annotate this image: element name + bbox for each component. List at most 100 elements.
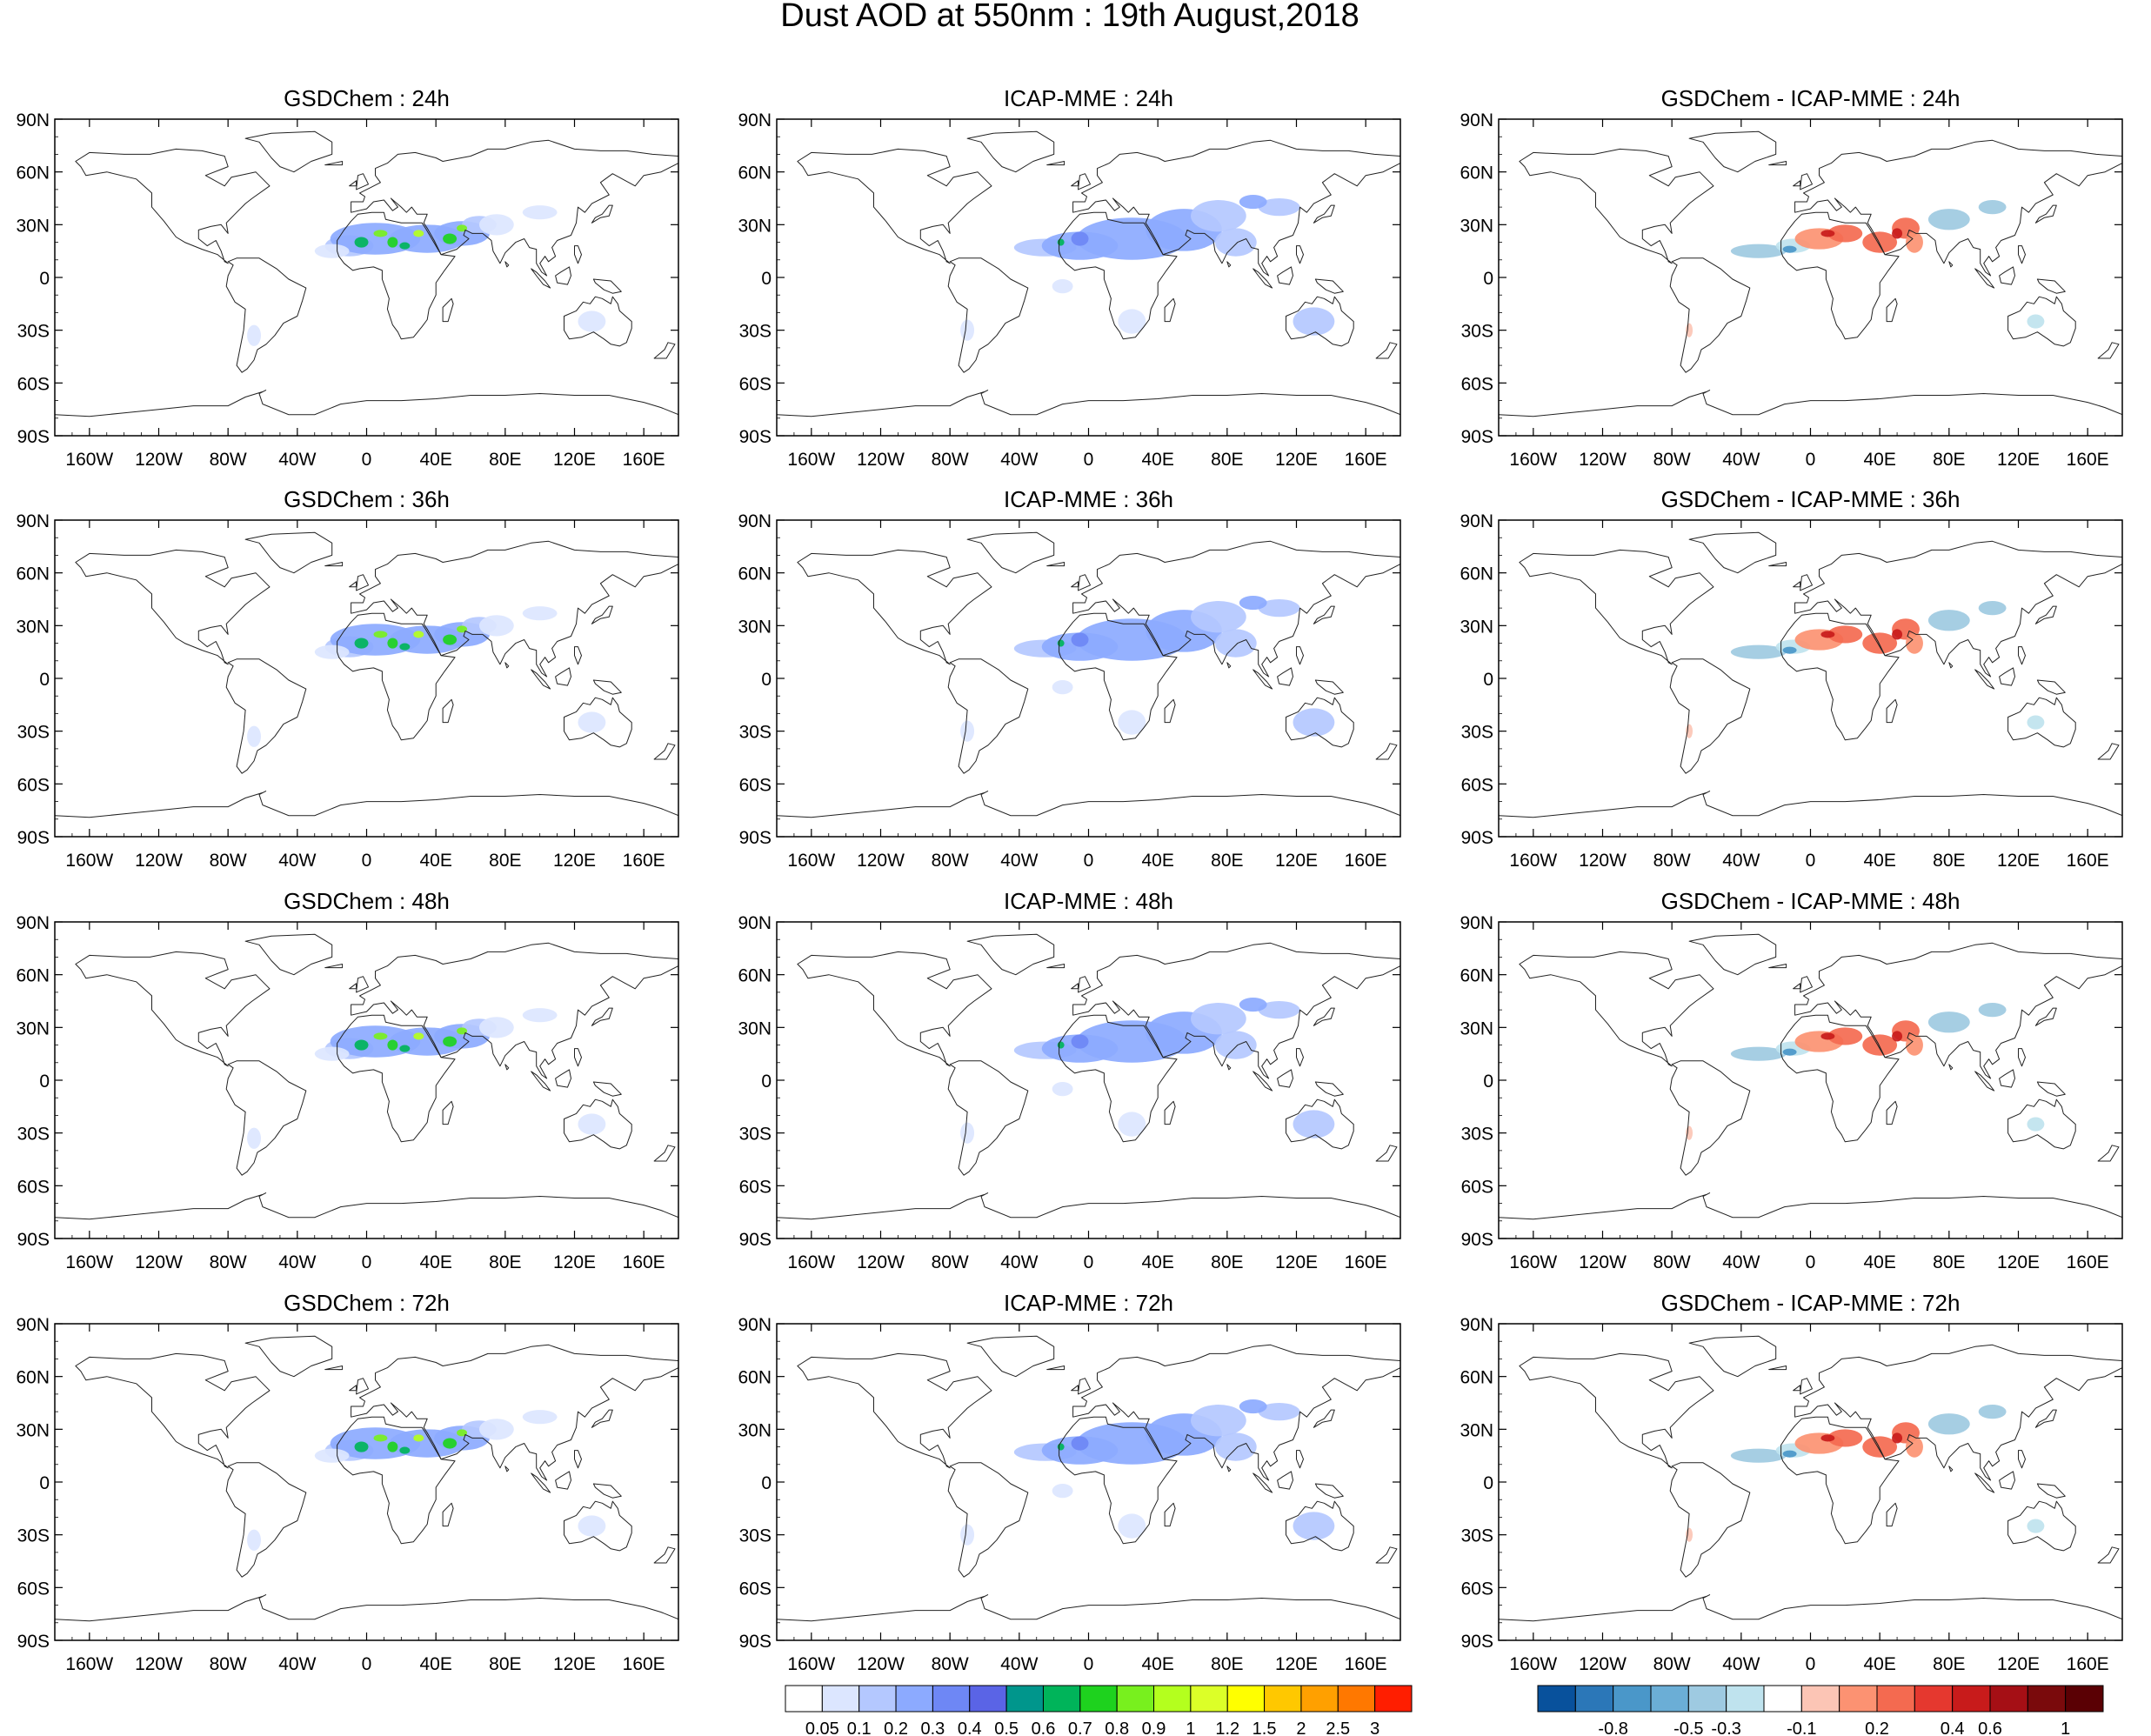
colorbar-swatch [1300, 1685, 1339, 1713]
lon-tick-label: 120W [1579, 851, 1627, 871]
lat-tick-label: 0 [1483, 1473, 1493, 1493]
dust-field-patch [1782, 1048, 1797, 1056]
coastline [1974, 1071, 1995, 1092]
coastline [1277, 1069, 1293, 1088]
coastline [2097, 342, 2120, 359]
colorbar-swatch [1079, 1685, 1118, 1713]
colorbar-label: 1 [1186, 1719, 1195, 1736]
lat-tick-label: 90N [738, 913, 772, 933]
lat-tick-label: 90S [1461, 427, 1493, 447]
dust-field-patch [1730, 244, 1787, 258]
colorbar-swatch [1537, 1685, 1576, 1713]
coastline [1948, 662, 1954, 669]
coastline [1296, 646, 1304, 665]
map-panel: GSDChem : 48h 90N 60N 30N 0 30S 60S 90S 160W 120W… [16, 888, 679, 1272]
dust-field-patch [1071, 632, 1089, 647]
coastline [2007, 1098, 2076, 1150]
coastline [1071, 983, 1079, 990]
coastline [1800, 1378, 1813, 1395]
coastline [653, 342, 676, 359]
lon-tick-label: 160W [1509, 1252, 1557, 1272]
colorbar-aod: 0.05 0.1 0.2 0.3 0.4 0.5 0.6 0.7 0.8 0.9 1 1.2 1.5 2 2… [785, 1685, 1413, 1736]
dust-field-patch [413, 1434, 424, 1442]
coastline [351, 942, 678, 1079]
lat-tick-label: 30S [1461, 322, 1493, 342]
dust-field-patch [413, 631, 424, 638]
colorbar-label: 0.5 [994, 1719, 1019, 1736]
dust-field-patch [1862, 1436, 1898, 1458]
dust-field-patch [1820, 1434, 1835, 1442]
coastline [947, 257, 1029, 373]
map-area [55, 119, 678, 436]
coastline [1519, 951, 1714, 1067]
dust-field-patch [478, 1419, 514, 1440]
lat-tick-label: 90S [739, 427, 772, 447]
lat-tick-label: 60S [739, 374, 772, 394]
lon-tick-label: 0 [1806, 851, 1816, 871]
lon-tick-label: 40E [1863, 1654, 1895, 1674]
dust-field-patch [399, 1045, 411, 1052]
lon-tick-label: 80W [210, 851, 247, 871]
dust-field-patch [1293, 307, 1335, 336]
colorbar-swatch [1914, 1685, 1954, 1713]
dust-field-patch [960, 1524, 975, 1546]
lon-tick-label: 80W [932, 1654, 969, 1674]
lon-tick-label: 80W [210, 1654, 247, 1674]
panel-title: GSDChem : 72h [284, 1290, 450, 1316]
dust-field-patch [1892, 629, 1903, 640]
lon-tick-label: 80W [210, 450, 247, 470]
panel-title: GSDChem - ICAP-MME : 72h [1661, 1290, 1961, 1316]
coastline [244, 130, 333, 173]
coastline [1794, 942, 2122, 1079]
coastline [2034, 1409, 2057, 1428]
dust-field-patch [247, 324, 262, 346]
lon-tick-label: 80E [1933, 1654, 1965, 1674]
coastline [356, 173, 369, 190]
dust-field-patch [1730, 1448, 1787, 1463]
map-background [55, 1324, 678, 1640]
map-area [1499, 922, 2122, 1239]
dust-field-patch [387, 1039, 398, 1051]
colorbar-swatch [858, 1685, 897, 1713]
lat-tick-label: 90N [1460, 1315, 1493, 1335]
colorbar-swatch [895, 1685, 933, 1713]
coastline [1780, 1014, 1900, 1143]
lon-tick-label: 80E [1933, 1252, 1965, 1272]
dust-field-patch [247, 725, 262, 747]
coastline [324, 161, 344, 166]
dust-field-patch [399, 1446, 411, 1454]
colorbar-label: 0.1 [847, 1719, 872, 1736]
map-area [777, 520, 1400, 837]
lon-tick-label: 160W [787, 851, 835, 871]
dust-field-patch [1239, 1399, 1267, 1414]
dust-field-patch [522, 205, 558, 220]
coastline [442, 1100, 454, 1125]
coastline [1375, 1546, 1398, 1564]
map-area [55, 520, 678, 837]
coastline [1794, 540, 2122, 678]
lat-tick-label: 90N [1460, 913, 1493, 933]
colorbar-label: 1.2 [1215, 1719, 1239, 1736]
lat-tick-label: 60N [16, 164, 50, 184]
dust-field-patch [457, 224, 468, 232]
lon-tick-label: 80W [932, 1252, 969, 1272]
coastline [2007, 296, 2076, 347]
lat-tick-label: 60N [1460, 1368, 1493, 1388]
coastline [1046, 1365, 1065, 1371]
dust-field-patch [443, 233, 458, 244]
dust-field-patch [1782, 646, 1797, 654]
dust-field-patch [2027, 1519, 2045, 1533]
dust-field-patch [522, 1410, 558, 1425]
coastline [1948, 1064, 1954, 1071]
coastline [1669, 658, 1751, 774]
coastline [1669, 1462, 1751, 1578]
dust-field-patch [1057, 1443, 1065, 1451]
colorbar-swatch [1687, 1685, 1727, 1713]
antarctic-coastline [777, 1593, 1400, 1622]
dust-field-patch [578, 1113, 606, 1135]
lon-tick-label: 160E [2067, 1252, 2109, 1272]
coastline [1059, 612, 1178, 741]
colorbar-swatch [785, 1685, 823, 1713]
panel-grid: GSDChem : 24h 90N 60N 30N 0 30S 60S 90S 160W 120W… [16, 85, 2123, 1674]
